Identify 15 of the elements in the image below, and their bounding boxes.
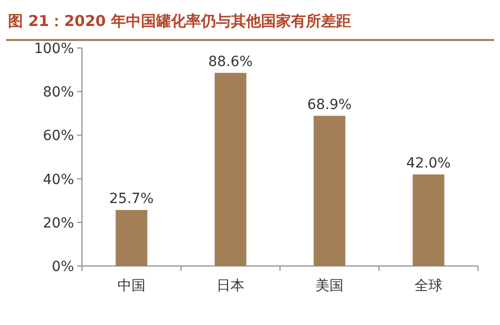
y-tick-label: 40%	[42, 172, 74, 188]
title: 图 21：2020 年中国罐化率仍与其他国家有所差距	[8, 12, 352, 30]
y-tick-label: 0%	[52, 259, 74, 275]
x-tick-label: 中国	[118, 278, 146, 294]
data-label: 42.0%	[406, 155, 451, 172]
y-tick-label: 100%	[34, 41, 74, 57]
data-label: 25.7%	[109, 190, 154, 207]
data-label: 88.6%	[208, 54, 253, 70]
y-tick-label: 80%	[42, 84, 74, 101]
x-tick-label: 美国	[316, 278, 344, 294]
data-label: 68.9%	[307, 96, 352, 113]
x-tick-label: 全球	[414, 278, 442, 294]
y-tick-label: 20%	[42, 215, 74, 232]
y-tick-label: 60%	[42, 128, 74, 144]
x-tick-label: 日本	[216, 278, 244, 294]
